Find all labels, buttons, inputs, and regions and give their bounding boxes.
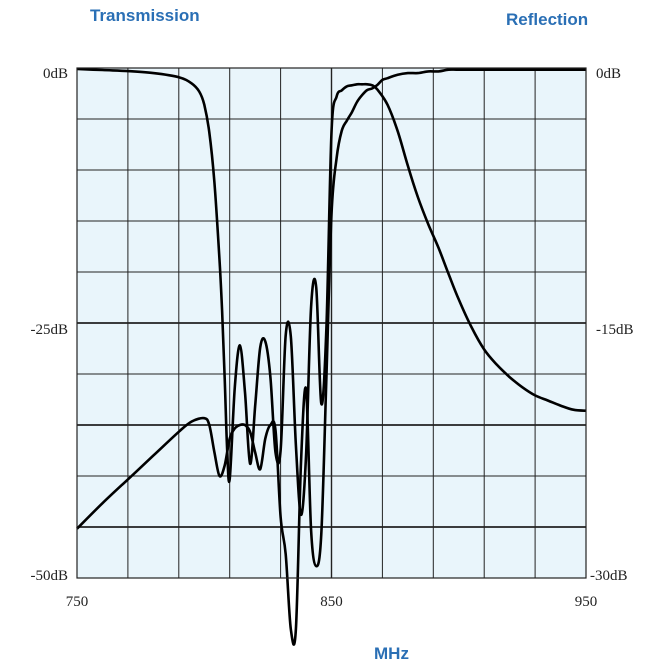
reflection-curve: [76, 68, 586, 646]
x-tick-850: 850: [320, 594, 343, 610]
curves-group: [76, 67, 587, 646]
plot-frame-group: [76, 67, 587, 579]
left-tick-bottom: -50dB: [31, 568, 69, 584]
right-tick-mid: -15dB: [596, 322, 634, 338]
plot-frame: [76, 67, 587, 579]
left-tick-top: 0dB: [43, 66, 68, 82]
right-tick-top: 0dB: [596, 66, 621, 82]
tick-labels: 0dB -25dB -50dB 0dB -15dB -30dB 750 850 …: [31, 66, 634, 610]
right-tick-bottom: -30dB: [590, 568, 628, 584]
x-axis-unit-label: MHz: [374, 644, 409, 663]
transmission-curve: [76, 67, 587, 517]
left-tick-mid: -25dB: [31, 322, 69, 338]
transmission-label: Transmission: [90, 6, 200, 25]
reflection-label: Reflection: [506, 10, 589, 29]
x-tick-750: 750: [66, 594, 89, 610]
x-tick-950: 950: [575, 594, 598, 610]
